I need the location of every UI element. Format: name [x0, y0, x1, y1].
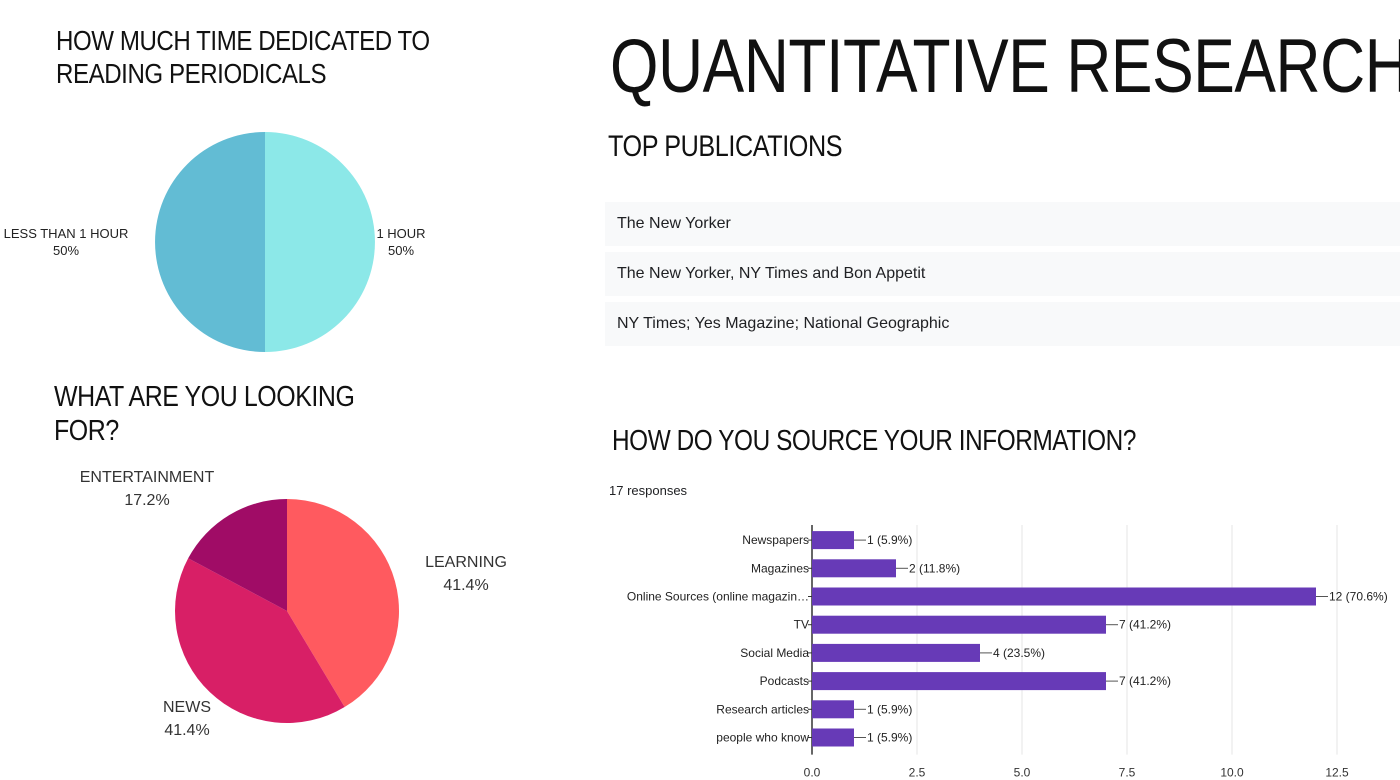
pie-slice-entertainment	[188, 499, 287, 611]
x-tick-label: 10.0	[1220, 766, 1244, 780]
category-label: TV	[794, 618, 809, 632]
category-label: Research articles	[716, 702, 809, 716]
publication-item: NY Times; Yes Magazine; National Geograp…	[605, 302, 1400, 346]
slice-label: NEWS	[163, 699, 211, 716]
publication-item: The New Yorker, NY Times and Bon Appetit	[605, 252, 1400, 296]
time-pie-chart: 1 HOUR 50% LESS THAN 1 HOUR 50%	[4, 132, 426, 352]
x-tick-label: 0.0	[804, 766, 821, 780]
value-label: 7 (41.2%)	[1119, 674, 1171, 688]
time-chart-title: HOW MUCH TIME DEDICATED TO READING PERIO…	[56, 25, 430, 89]
bar-online-sources-online-magazin	[812, 587, 1316, 606]
value-label: 12 (70.6%)	[1329, 590, 1388, 604]
value-label: 4 (23.5%)	[993, 646, 1045, 660]
category-label: Newspapers	[742, 533, 809, 547]
pie-slice-less-than-1-hour	[155, 132, 265, 352]
pie-slice-news	[175, 558, 345, 723]
category-label: Podcasts	[760, 674, 809, 688]
x-tick-label: 7.5	[1119, 766, 1136, 780]
slice-label: ENTERTAINMENT	[80, 469, 215, 486]
x-tick-label: 5.0	[1014, 766, 1031, 780]
bar-magazines	[812, 559, 896, 578]
looking-for-pie-chart: LEARNING 41.4% NEWS 41.4% ENTERTAINMENT 17.2%	[80, 469, 507, 739]
bar-research-articles	[812, 700, 854, 719]
slice-percent-label: 41.4%	[443, 577, 488, 594]
source-bar-chart: 0.0 2.5 5.0 7.5 10.0 12.5 Newspapers 1 (5.9%) Ma…	[627, 525, 1388, 780]
bar-tv	[812, 615, 1106, 634]
publication-item: The New Yorker	[605, 202, 1400, 246]
value-label: 1 (5.9%)	[867, 731, 912, 745]
pie-slice-learning	[287, 499, 399, 708]
value-label: 1 (5.9%)	[867, 533, 912, 547]
category-label: Social Media	[740, 646, 809, 660]
x-tick-label: 12.5	[1325, 766, 1349, 780]
value-label: 7 (41.2%)	[1119, 618, 1171, 632]
bar-social-media	[812, 643, 980, 662]
top-publications-list: The New Yorker The New Yorker, NY Times …	[605, 202, 1400, 352]
looking-for-chart-title: WHAT ARE YOU LOOKING FOR?	[54, 381, 355, 447]
slice-label: 1 HOUR	[376, 226, 425, 241]
slice-label: LESS THAN 1 HOUR	[4, 226, 129, 241]
x-tick-label: 2.5	[909, 766, 926, 780]
bar-newspapers	[812, 531, 854, 550]
slice-percent-label: 41.4%	[164, 722, 209, 739]
bar-people-who-know	[812, 728, 854, 747]
bar-podcasts	[812, 672, 1106, 691]
source-chart-title: HOW DO YOU SOURCE YOUR INFORMATION?	[612, 425, 1136, 457]
slice-percent-label: 50%	[388, 243, 414, 258]
page-title: QUANTITATIVE RESEARCH	[610, 24, 1400, 109]
category-label: people who know	[716, 731, 809, 745]
value-label: 1 (5.9%)	[867, 702, 912, 716]
slice-label: LEARNING	[425, 554, 507, 571]
top-publications-title: TOP PUBLICATIONS	[608, 130, 843, 163]
value-label: 2 (11.8%)	[909, 561, 960, 575]
category-label: Magazines	[751, 561, 809, 575]
category-label: Online Sources (online magazin…	[627, 590, 809, 604]
responses-count: 17 responses	[609, 483, 688, 498]
slice-percent-label: 17.2%	[124, 492, 169, 509]
slice-percent-label: 50%	[53, 243, 79, 258]
pie-slice-1-hour	[265, 132, 375, 352]
